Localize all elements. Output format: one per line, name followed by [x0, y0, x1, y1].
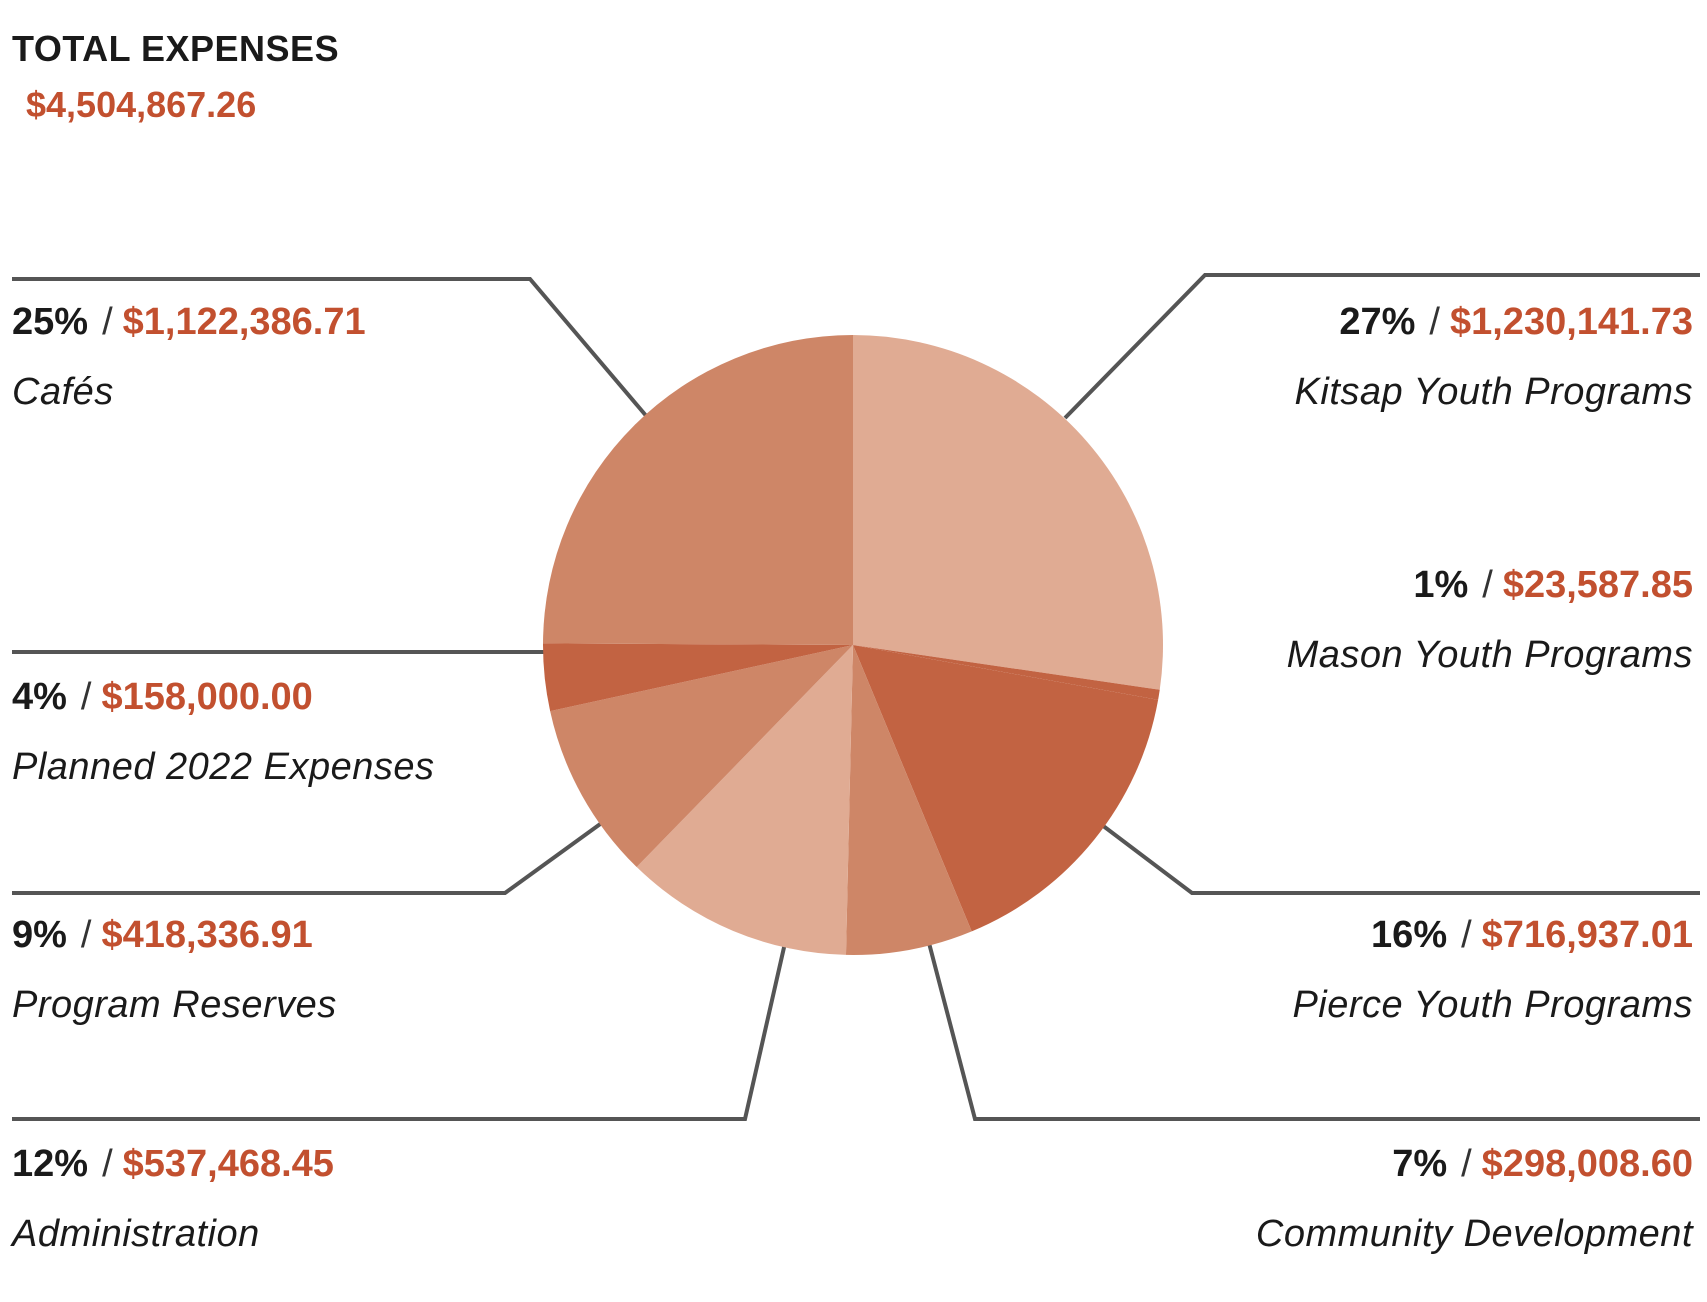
percent-label: 12% [12, 1143, 89, 1185]
amount-label: $298,008.60 [1481, 1143, 1693, 1185]
percent-label: 9% [12, 914, 67, 956]
percent-label: 4% [12, 676, 67, 718]
category-name: Mason Youth Programs [1286, 634, 1693, 676]
separator: / [1482, 564, 1493, 606]
category-name: Program Reserves [12, 984, 337, 1026]
amount-label: $23,587.85 [1502, 564, 1693, 606]
separator: / [102, 301, 113, 343]
amount-label: $537,468.45 [122, 1143, 334, 1185]
separator: / [80, 914, 92, 956]
label-kitsap-youth-programs: 27% / $1,230,141.73 Kitsap Youth Programs [1133, 300, 1693, 414]
percent-label: 25% [12, 301, 89, 343]
total-amount: $4,504,867.26 [26, 84, 257, 125]
category-name: Administration [12, 1213, 260, 1255]
pie-slice-kitsap-youth-programs [853, 335, 1163, 690]
separator: / [1461, 914, 1472, 956]
label-planned-2022-expenses: 4% / $158,000.00 Planned 2022 Expenses [12, 675, 572, 789]
pie-slice-mason-youth-programs [853, 645, 1160, 700]
pie-slice-community-development [845, 645, 972, 955]
leader-community-line [927, 942, 1700, 1121]
label-community-development: 7% / $298,008.60 Community Development [1133, 1142, 1693, 1256]
leader-pierce-line [1096, 820, 1700, 895]
leader-reserves-line [12, 820, 605, 895]
percent-label: 1% [1413, 564, 1469, 606]
label-administration: 12% / $537,468.45 Administration [12, 1142, 572, 1256]
amount-label: $418,336.91 [101, 914, 313, 956]
label-program-reserves: 9% / $418,336.91 Program Reserves [12, 913, 572, 1027]
amount-label: $716,937.01 [1481, 914, 1693, 956]
separator: / [1429, 301, 1440, 343]
category-name: Cafés [12, 371, 114, 413]
separator: / [1461, 1143, 1472, 1185]
amount-label: $1,230,141.73 [1449, 301, 1693, 343]
label-pierce-youth-programs: 16% / $716,937.01 Pierce Youth Programs [1133, 913, 1693, 1027]
category-name: Pierce Youth Programs [1292, 984, 1693, 1026]
chart-title: TOTAL EXPENSES [12, 28, 340, 69]
pie-slice-program-reserves [550, 645, 853, 868]
percent-label: 16% [1371, 914, 1448, 956]
percent-label: 27% [1339, 301, 1416, 343]
label-cafes: 25% / $1,122,386.71 Cafés [12, 300, 572, 414]
category-name: Community Development [1255, 1213, 1693, 1255]
pie-slice-cafes [543, 335, 853, 645]
separator: / [102, 1143, 113, 1185]
leader-administration-line [12, 942, 787, 1121]
category-name: Kitsap Youth Programs [1294, 371, 1693, 413]
leader-cafes-line [12, 277, 650, 420]
pie-slices [542, 335, 1163, 955]
percent-label: 7% [1392, 1143, 1448, 1185]
pie-slice-administration [636, 645, 853, 955]
leader-kitsap-line [1063, 273, 1700, 420]
pie-slice-planned-2022-expenses [542, 643, 853, 712]
category-name: Planned 2022 Expenses [12, 746, 435, 788]
label-mason-youth-programs: 1% / $23,587.85 Mason Youth Programs [1133, 563, 1693, 677]
amount-label: $158,000.00 [101, 676, 313, 718]
separator: / [80, 676, 92, 718]
pie-slice-pierce-youth-programs [853, 645, 1159, 932]
amount-label: $1,122,386.71 [122, 301, 366, 343]
leader-lines [12, 273, 1700, 1121]
